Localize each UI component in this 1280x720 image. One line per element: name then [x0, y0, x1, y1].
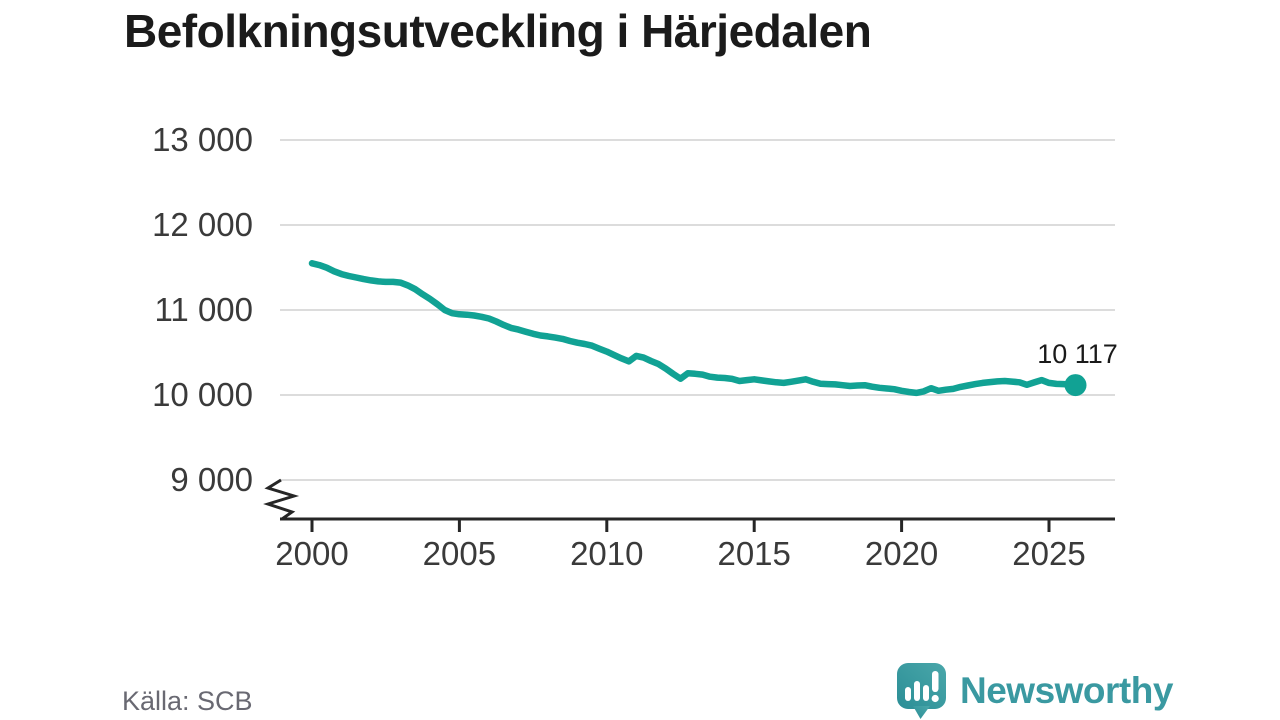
x-axis-ticks	[310, 519, 1051, 532]
x-tick-label-2020: 2020	[864, 535, 939, 572]
x-tick-label-2010: 2010	[570, 535, 644, 572]
source-attribution: Källa: SCB	[122, 686, 253, 716]
x-tick-label-2025: 2025	[1012, 535, 1086, 572]
x-tick-label-2005: 2005	[422, 535, 497, 572]
population-line	[308, 260, 1079, 397]
y-tick-label-9000: 9 000	[170, 461, 253, 498]
y-tick-label-11000: 11 000	[154, 291, 253, 328]
newsworthy-speech-bubble-bar-chart-icon	[897, 663, 946, 719]
page-title: Befolkningsutveckling i Härjedalen	[124, 5, 872, 57]
y-axis-break-zigzag	[263, 478, 300, 521]
latest-value-label: 10 117	[1037, 339, 1118, 370]
newsworthy-logo: Newsworthy	[893, 660, 1173, 720]
y-tick-label-10000: 10 000	[152, 376, 253, 413]
x-tick-label-2000: 2000	[275, 535, 349, 572]
brand-name-text: Newsworthy	[960, 669, 1173, 711]
y-tick-label-13000: 13 000	[152, 121, 253, 158]
x-tick-label-2015: 2015	[717, 535, 791, 572]
gridlines	[280, 139, 1115, 481]
latest-point-dot	[1064, 374, 1087, 397]
y-tick-label-12000: 12 000	[152, 206, 253, 243]
